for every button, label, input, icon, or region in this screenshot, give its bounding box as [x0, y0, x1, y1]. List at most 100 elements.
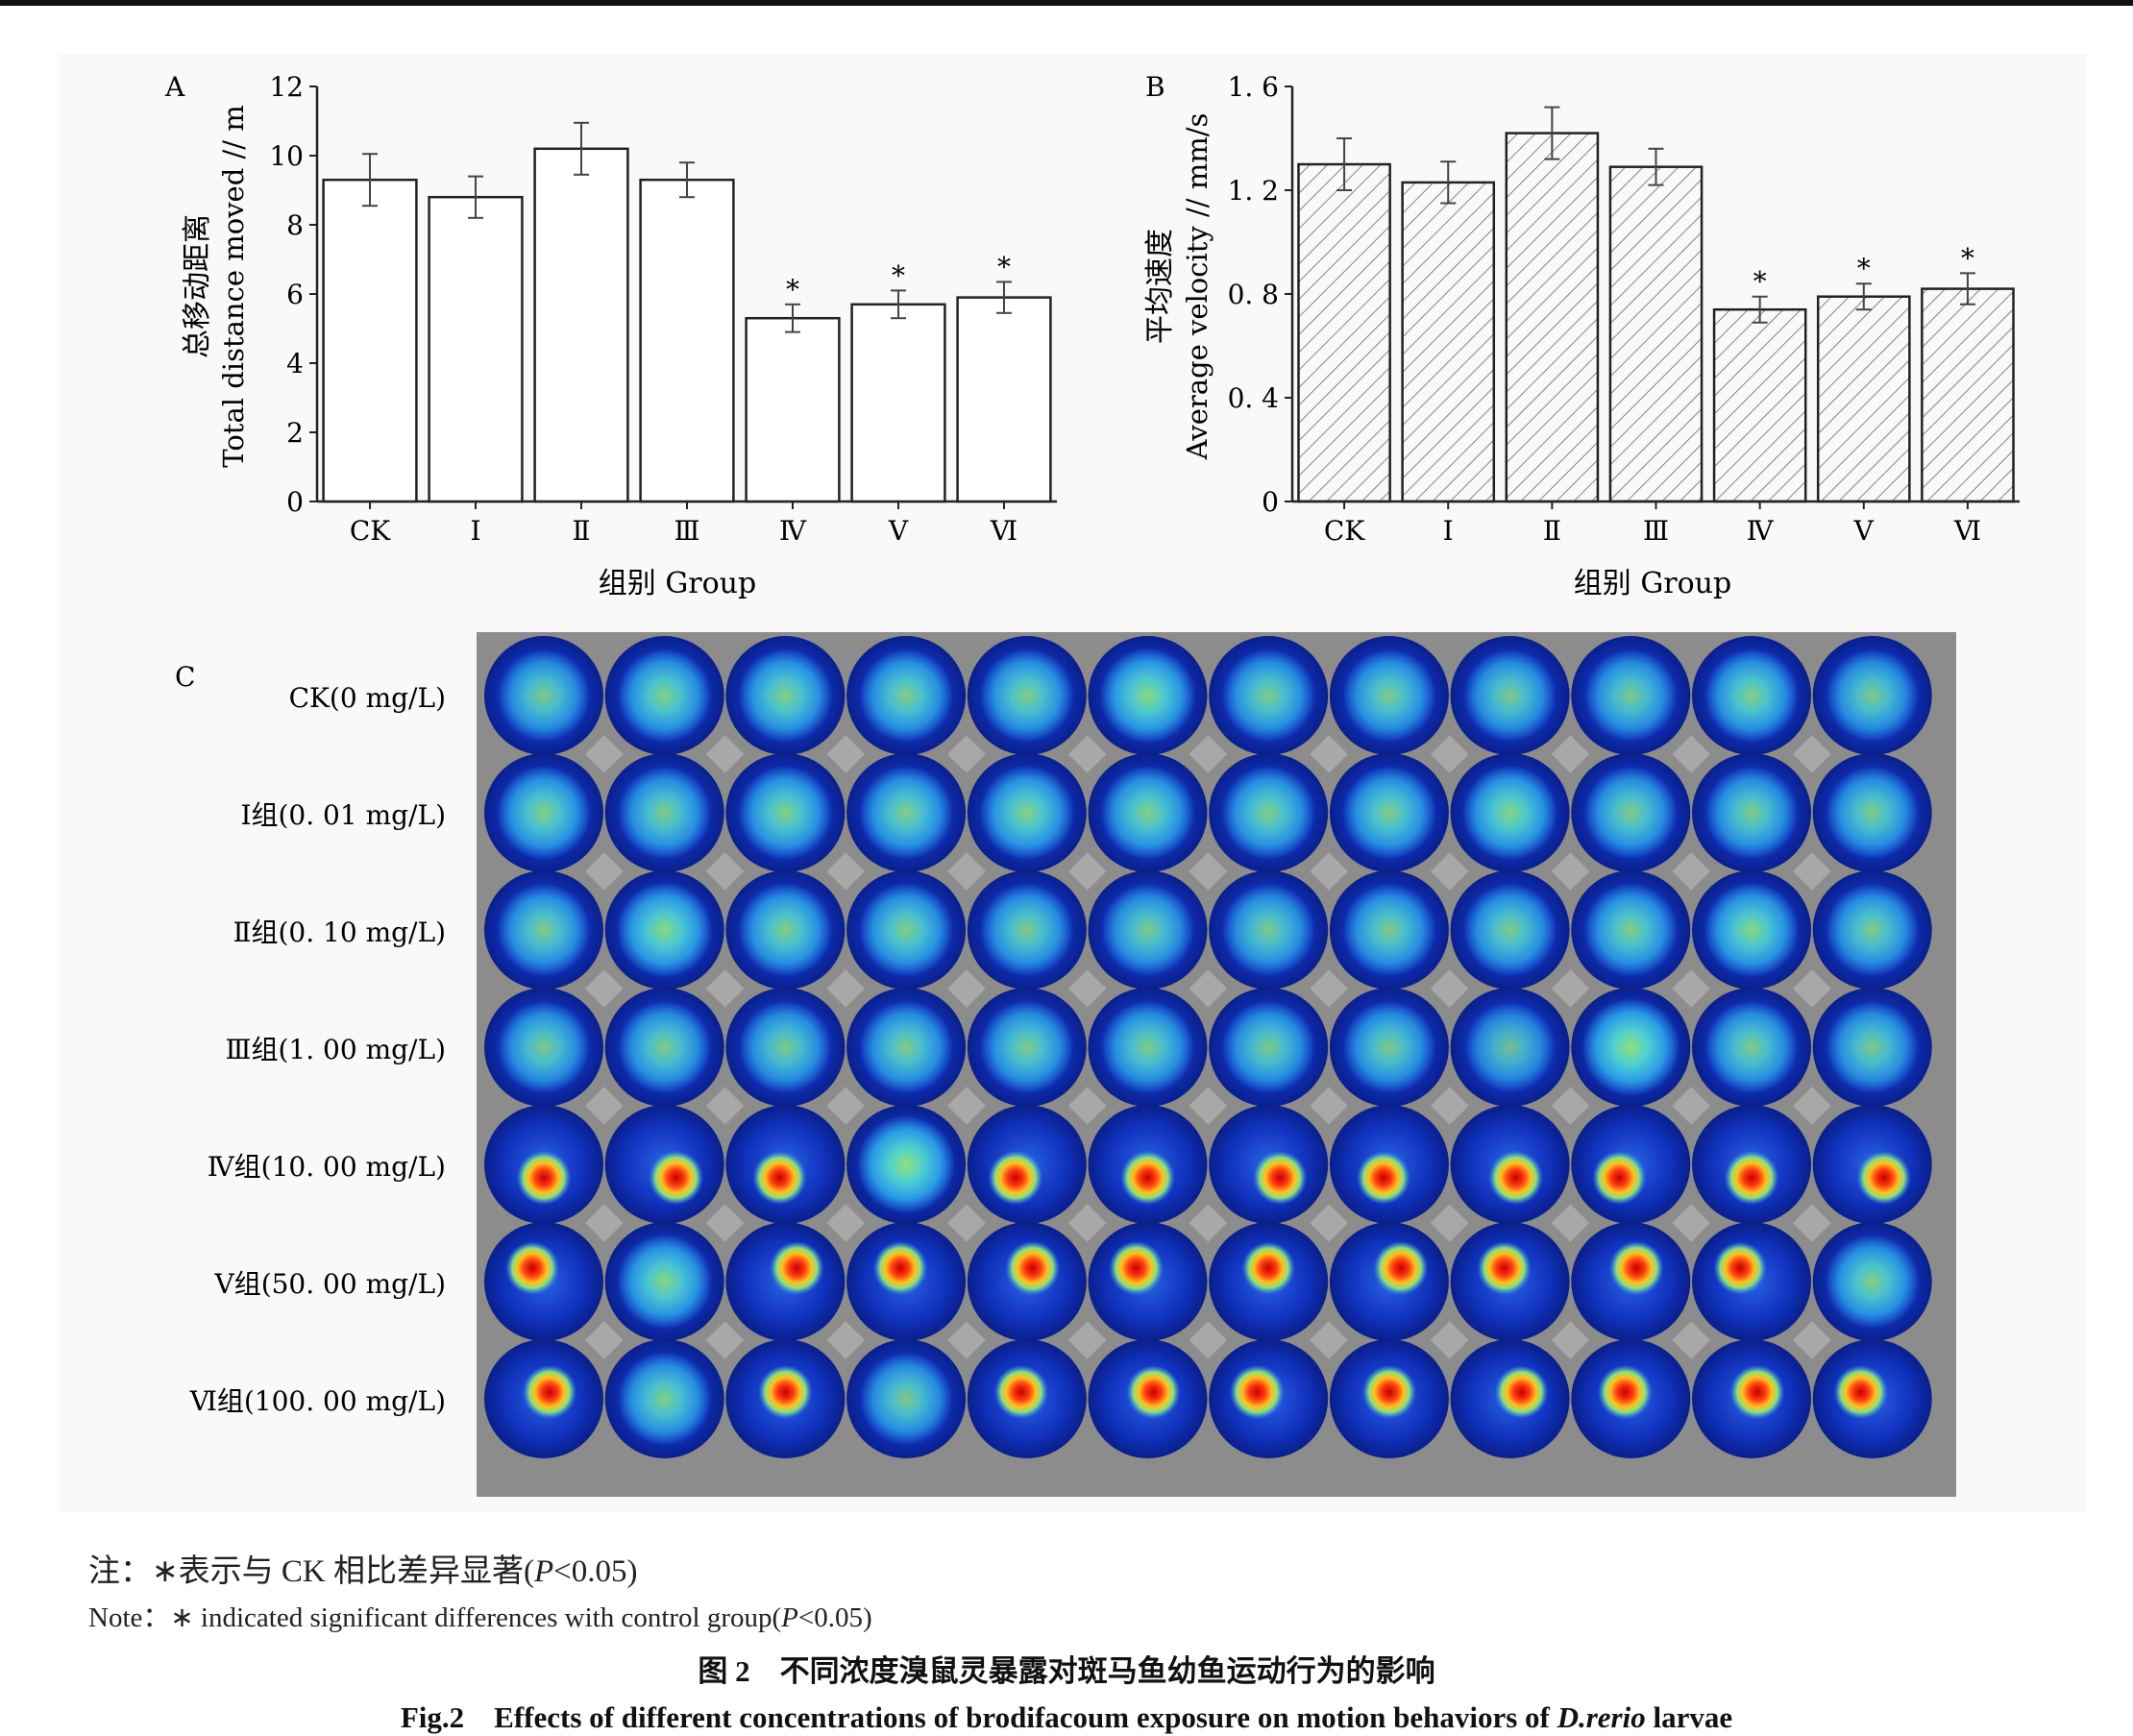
- row-label: Ⅱ组(0. 10 mg/L): [233, 917, 446, 948]
- well-activity: [1221, 766, 1315, 860]
- well: [1812, 1339, 1932, 1458]
- significance-marker: *: [1857, 253, 1871, 284]
- well: [1692, 636, 1811, 755]
- well: [967, 988, 1087, 1107]
- well-activity: [497, 883, 591, 977]
- y-tick-label: 12: [269, 71, 304, 103]
- caption-en: Fig.2 Effects of different concentration…: [0, 1693, 2133, 1736]
- well-hotspot: [993, 1365, 1048, 1419]
- well-hotspot: [1120, 1150, 1175, 1206]
- plot-area: 0 0. 4 0. 8 1. 2 1. 6 CK Ⅰ Ⅱ Ⅲ * Ⅳ * Ⅴ * Ⅵ: [1228, 71, 2020, 547]
- plate-diamond: [1310, 735, 1348, 773]
- well: [1571, 636, 1691, 755]
- heatmap-labels: C CK(0 mg/L) Ⅰ组(0. 01 mg/L) Ⅱ组(0. 10 mg/L)…: [175, 661, 447, 1417]
- well-hotspot: [1856, 1151, 1911, 1205]
- well: [1692, 870, 1811, 990]
- plate-diamond: [1310, 1204, 1348, 1242]
- significance-marker: *: [997, 251, 1011, 282]
- x-tick-label: CK: [1324, 515, 1365, 547]
- well-activity: [1826, 883, 1920, 977]
- well-activity: [1826, 766, 1920, 860]
- x-tick-label: Ⅱ: [1543, 515, 1561, 547]
- chart-a: A 总移动距离 Total distance moved // m 组别 Gro…: [164, 71, 1057, 600]
- well: [604, 870, 724, 990]
- well-activity: [738, 766, 833, 860]
- well: [1329, 636, 1449, 755]
- well-hotspot: [1477, 1241, 1532, 1295]
- well: [1571, 870, 1691, 990]
- well: [1812, 988, 1932, 1107]
- well: [1329, 1222, 1449, 1341]
- well: [1209, 1105, 1329, 1224]
- well: [967, 636, 1087, 755]
- well-hotspot: [770, 1241, 824, 1295]
- y-tick-label: 0: [286, 486, 304, 518]
- well: [1571, 753, 1691, 872]
- bar-7: [1921, 287, 2015, 503]
- panel-b-letter: B: [1145, 71, 1165, 103]
- well-activity: [1825, 1235, 1920, 1329]
- x-tick-label: Ⅲ: [674, 515, 699, 547]
- row-label: Ⅲ组(1. 00 mg/L): [226, 1034, 447, 1065]
- well-activity: [738, 883, 833, 977]
- well-activity: [1464, 1002, 1556, 1092]
- well-activity: [1704, 882, 1800, 978]
- note-en-p: P: [781, 1602, 798, 1633]
- plate-diamond: [947, 1321, 986, 1359]
- well-hotspot: [758, 1365, 813, 1419]
- well-hotspot: [1592, 1151, 1647, 1205]
- well: [1329, 870, 1449, 990]
- well: [484, 1339, 603, 1458]
- well-activity: [1583, 883, 1679, 977]
- well-hotspot: [1713, 1241, 1767, 1295]
- well: [846, 1339, 967, 1458]
- well: [846, 988, 967, 1107]
- row-label: Ⅵ组(100. 00 mg/L): [189, 1385, 446, 1417]
- bar-4: [639, 178, 735, 503]
- well: [604, 1105, 724, 1224]
- well: [967, 1105, 1087, 1224]
- well-activity: [859, 766, 953, 860]
- well-activity: [1101, 883, 1194, 977]
- well-activity: [1826, 648, 1919, 743]
- well-activity: [618, 1000, 712, 1094]
- well: [967, 1222, 1087, 1341]
- well-activity: [1584, 648, 1678, 743]
- well-hotspot: [1598, 1364, 1653, 1420]
- heatmap-plate: [477, 632, 1956, 1497]
- note-en-rest: <0.05): [797, 1602, 872, 1633]
- note-cn-text: 注：∗表示与 CK 相比差异显著(: [88, 1554, 534, 1589]
- well-activity: [1583, 766, 1678, 860]
- well-hotspot: [1361, 1365, 1416, 1419]
- well-activity: [979, 765, 1074, 861]
- well: [1209, 1222, 1329, 1341]
- well-activity: [1463, 648, 1557, 743]
- y-tick-label: 0. 4: [1228, 382, 1279, 414]
- well-activity: [1100, 766, 1195, 860]
- y-axis-label-en: Total distance moved // m: [217, 105, 250, 468]
- row-label: Ⅴ组(50. 00 mg/L): [213, 1268, 446, 1300]
- plate-diamond: [826, 735, 866, 773]
- x-tick-label: Ⅵ: [1953, 515, 1981, 547]
- well-hotspot: [1729, 1364, 1785, 1420]
- x-tick-label: Ⅰ: [470, 515, 480, 547]
- note-en-text: Note：∗ indicated significant differences…: [88, 1602, 782, 1633]
- well: [1088, 1339, 1208, 1458]
- well-activity: [1222, 883, 1315, 977]
- well: [1692, 1222, 1811, 1341]
- bar-6: [1816, 295, 1911, 503]
- well: [484, 1222, 603, 1341]
- well-activity: [738, 648, 833, 743]
- well: [604, 753, 724, 872]
- well: [1329, 988, 1449, 1107]
- x-tick-label: CK: [350, 515, 391, 547]
- top-rule: [0, 0, 2133, 6]
- bar-1: [322, 178, 418, 503]
- well-activity: [1221, 648, 1315, 743]
- well-activity: [1704, 766, 1799, 860]
- well: [484, 636, 603, 755]
- plate-diamond: [826, 1204, 866, 1242]
- well-hotspot: [505, 1241, 559, 1295]
- plate-diamond: [1310, 1321, 1348, 1359]
- bar-4: [1608, 165, 1704, 503]
